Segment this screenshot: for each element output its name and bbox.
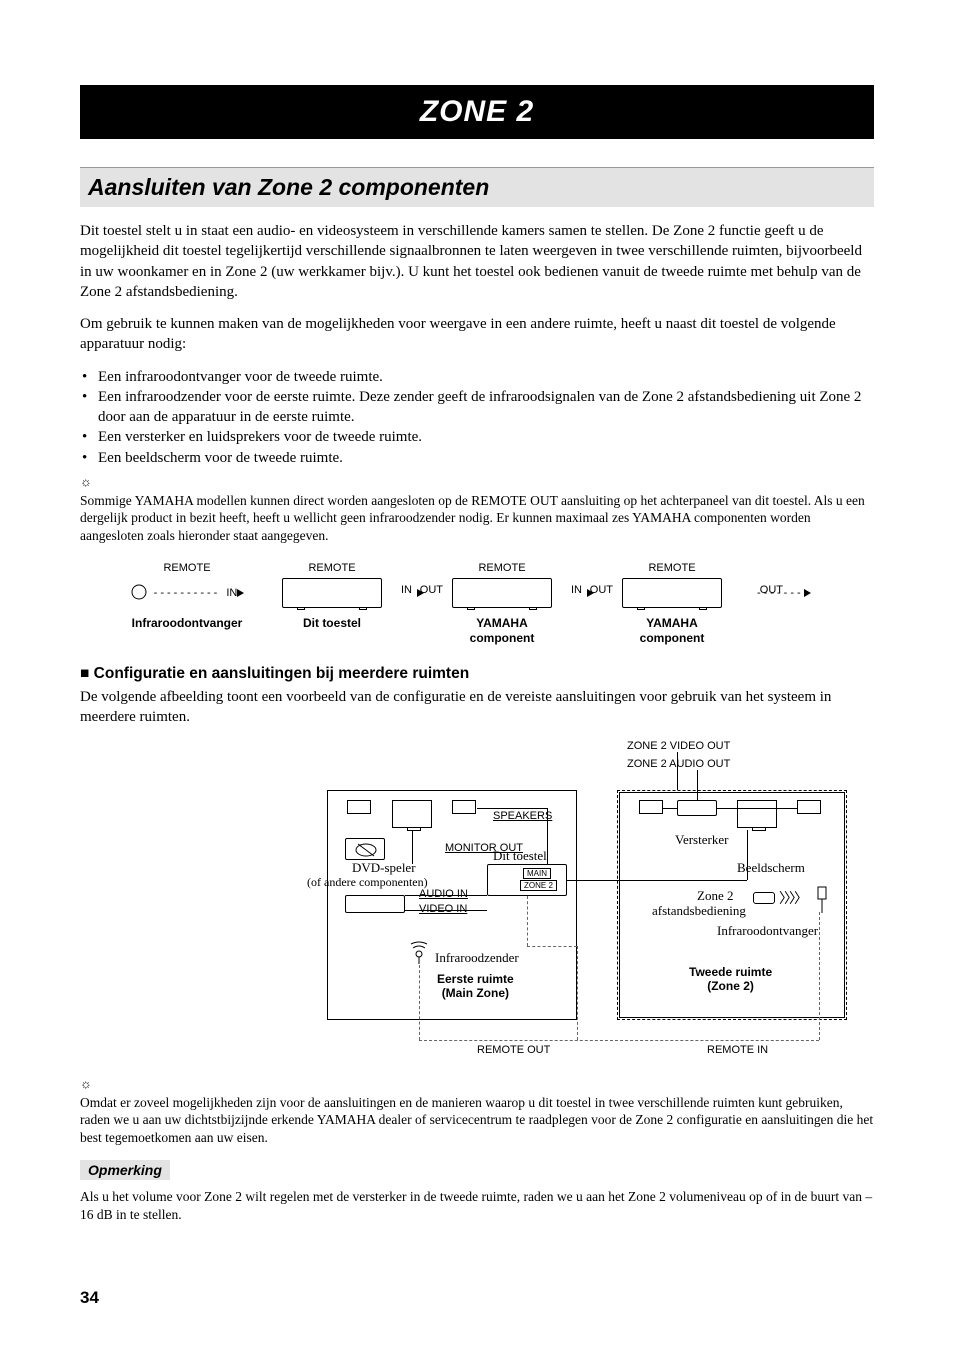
dvd-label: DVD-speler <box>352 860 416 876</box>
in-label: IN <box>571 584 582 596</box>
remote-icon <box>753 892 775 904</box>
page-banner: ZONE 2 <box>80 85 874 139</box>
tip-icon: ☼ <box>80 474 874 490</box>
section-title: Aansluiten van Zone 2 componenten <box>80 167 874 207</box>
arrow-icon <box>804 589 811 597</box>
chain-caption: Infraroodontvanger <box>132 616 243 630</box>
arrow-icon <box>237 589 244 597</box>
component-box <box>345 895 405 913</box>
ir-receiver-label: Infraroodontvanger <box>717 923 818 939</box>
main-label: MAIN <box>523 868 551 879</box>
tip-text-1: Sommige YAMAHA modellen kunnen direct wo… <box>80 492 874 545</box>
arrow-icon <box>587 589 594 597</box>
speaker-icon <box>639 800 663 814</box>
arrow-icon <box>417 589 424 597</box>
sub-heading: Configuratie en aansluitingen bij meerde… <box>80 665 874 683</box>
in-label: IN <box>226 587 237 599</box>
device-box <box>452 578 552 608</box>
speakers-label: SPEAKERS <box>493 810 552 822</box>
chain-caption: Dit toestel <box>303 616 361 630</box>
chain-caption: YAMAHAcomponent <box>640 616 705 645</box>
chain-diagram: REMOTE ---------- IN Infraroodontvanger … <box>80 562 874 645</box>
tv-icon <box>737 800 777 828</box>
zone2-rc-label: Zone 2 <box>697 888 733 904</box>
dvd-sublabel: (of andere componenten) <box>307 875 428 890</box>
dit-toestel-label: Dit toestel <box>493 848 547 864</box>
room2-title: Tweede ruimte(Zone 2) <box>689 965 772 993</box>
audio-in-label: AUDIO IN <box>419 888 468 900</box>
dvd-icon <box>345 838 385 860</box>
zone2-video-out-label: ZONE 2 VIDEO OUT <box>627 740 730 752</box>
multiroom-diagram: ZONE 2 VIDEO OUT ZONE 2 AUDIO OUT SPEAKE… <box>197 740 757 1060</box>
video-in-label: VIDEO IN <box>419 903 467 915</box>
requirements-list: Een infraroodontvanger voor de tweede ru… <box>80 367 874 468</box>
tip-text-2: Omdat er zoveel mogelijkheden zijn voor … <box>80 1094 874 1147</box>
versterker-label: Versterker <box>675 832 728 848</box>
note-heading: Opmerking <box>80 1160 170 1180</box>
room1-title: Eerste ruimte(Main Zone) <box>437 972 514 1000</box>
page-number: 34 <box>80 1288 99 1308</box>
speaker-icon <box>347 800 371 814</box>
tv-icon <box>392 800 432 828</box>
in-label: IN <box>401 584 412 596</box>
remote-label: REMOTE <box>163 562 210 576</box>
zone2-rc-label2: afstandsbediening <box>652 903 746 919</box>
ir-receiver-icon <box>130 583 148 604</box>
remote-label: REMOTE <box>648 562 695 576</box>
amp-box <box>677 800 717 816</box>
remote-out-label: REMOTE OUT <box>477 1044 550 1056</box>
remote-in-label: REMOTE IN <box>707 1044 768 1056</box>
device-box <box>622 578 722 608</box>
chain-caption: YAMAHAcomponent <box>470 616 535 645</box>
note-text: Als u het volume voor Zone 2 wilt regele… <box>80 1188 874 1223</box>
device-box <box>282 578 382 608</box>
zone2-audio-out-label: ZONE 2 AUDIO OUT <box>627 758 730 770</box>
ir-emitter-icon <box>409 940 429 967</box>
remote-label: REMOTE <box>308 562 355 576</box>
ir-sender-label: Infraroodzender <box>435 950 519 966</box>
ir-receiver-icon <box>815 885 829 916</box>
list-item: Een infraroodontvanger voor de tweede ru… <box>80 367 874 387</box>
ir-waves-icon: 〉〉〉〉 <box>779 888 806 908</box>
paragraph: De volgende afbeelding toont een voorbee… <box>80 687 874 728</box>
speaker-icon <box>797 800 821 814</box>
list-item: Een beeldscherm voor de tweede ruimte. <box>80 448 874 468</box>
remote-label: REMOTE <box>478 562 525 576</box>
list-item: Een infraroodzender voor de eerste ruimt… <box>80 387 874 428</box>
intro-paragraph-2: Om gebruik te kunnen maken van de mogeli… <box>80 314 874 355</box>
intro-paragraph-1: Dit toestel stelt u in staat een audio- … <box>80 221 874 302</box>
list-item: Een versterker en luidsprekers voor de t… <box>80 427 874 447</box>
zone2-label: ZONE 2 <box>520 880 557 891</box>
tip-icon: ☼ <box>80 1076 874 1092</box>
speaker-icon <box>452 800 476 814</box>
